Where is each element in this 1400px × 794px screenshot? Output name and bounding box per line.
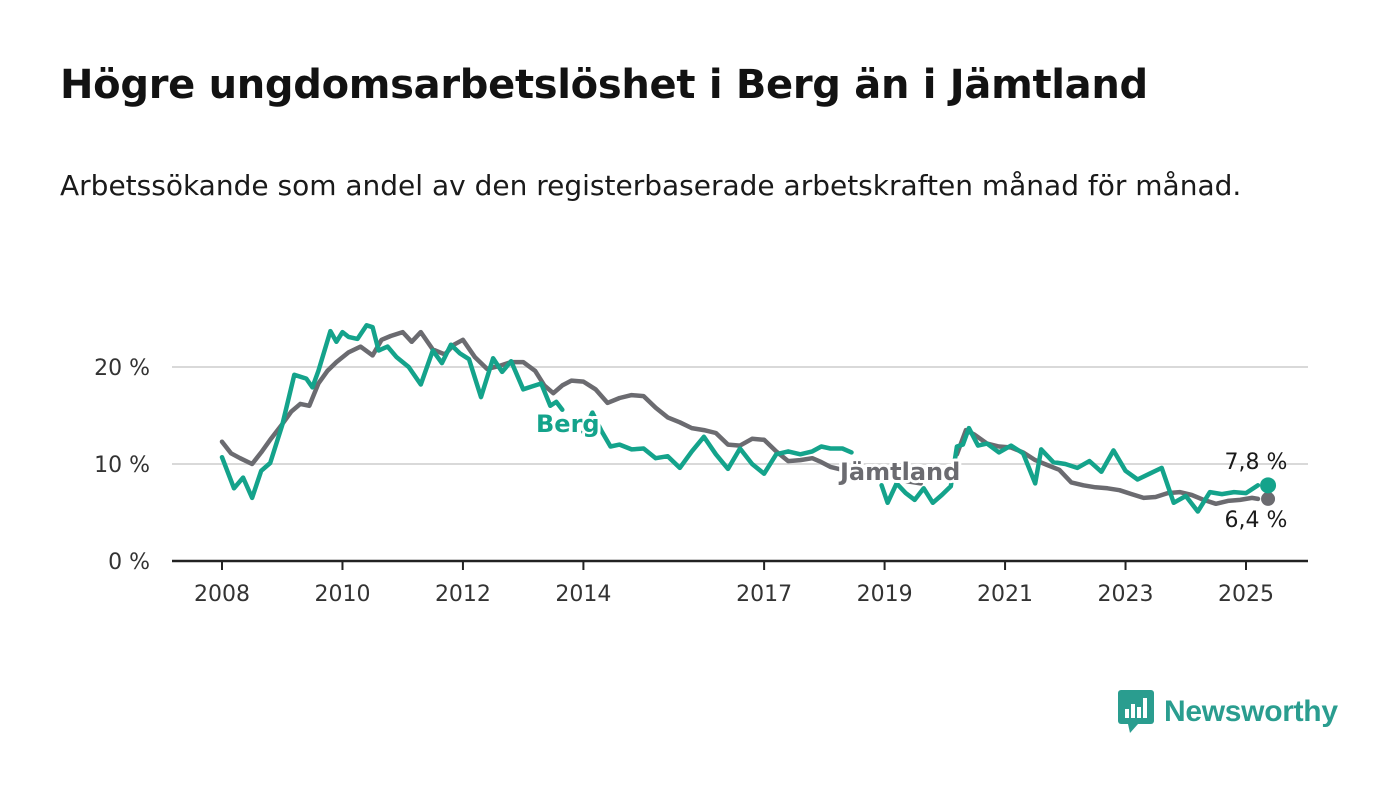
x-tick-label: 2019 — [857, 582, 913, 607]
x-tick-label: 2023 — [1098, 582, 1154, 607]
x-tick-label: 2025 — [1218, 582, 1274, 607]
x-tick-label: 2017 — [736, 582, 792, 607]
end-point-jamtland — [1261, 491, 1276, 506]
chart-subtitle: Arbetssökande som andel av den registerb… — [60, 169, 1242, 202]
newsworthy-logo: Newsworthy — [1118, 690, 1338, 734]
x-tick-label: 2014 — [555, 582, 611, 607]
series-line-berg — [219, 323, 1261, 514]
x-tick-label: 2012 — [435, 582, 491, 607]
series-line-jamtland — [219, 329, 1261, 507]
y-tick-label: 0 % — [108, 550, 150, 575]
series-lines — [219, 323, 1277, 514]
end-value-label-berg: 7,8 % — [1225, 450, 1288, 475]
series-label-jamtland: Jämtland — [838, 458, 960, 486]
x-tick-label: 2010 — [314, 582, 370, 607]
x-tick-label: 2021 — [977, 582, 1033, 607]
x-tick-label: 2008 — [194, 582, 250, 607]
series-label-berg: Berg — [536, 410, 600, 438]
series-labels: Berg Jämtland 7,8 % 6,4 % — [533, 407, 1288, 533]
y-tick-label: 20 % — [94, 356, 150, 381]
axes: 0 % 10 % 20 % 2008 2010 2012 2014 2017 2019 2021 2… — [94, 356, 1308, 607]
logo-text: Newsworthy — [1164, 695, 1338, 728]
chart-title: Högre ungdomsarbetslöshet i Berg än i Jä… — [60, 62, 1148, 108]
end-value-label-jamtland: 6,4 % — [1225, 508, 1288, 533]
end-point-berg — [1260, 477, 1277, 494]
y-tick-label: 10 % — [94, 453, 150, 478]
newsworthy-logo-icon — [1118, 690, 1154, 733]
gridlines — [172, 366, 1308, 465]
